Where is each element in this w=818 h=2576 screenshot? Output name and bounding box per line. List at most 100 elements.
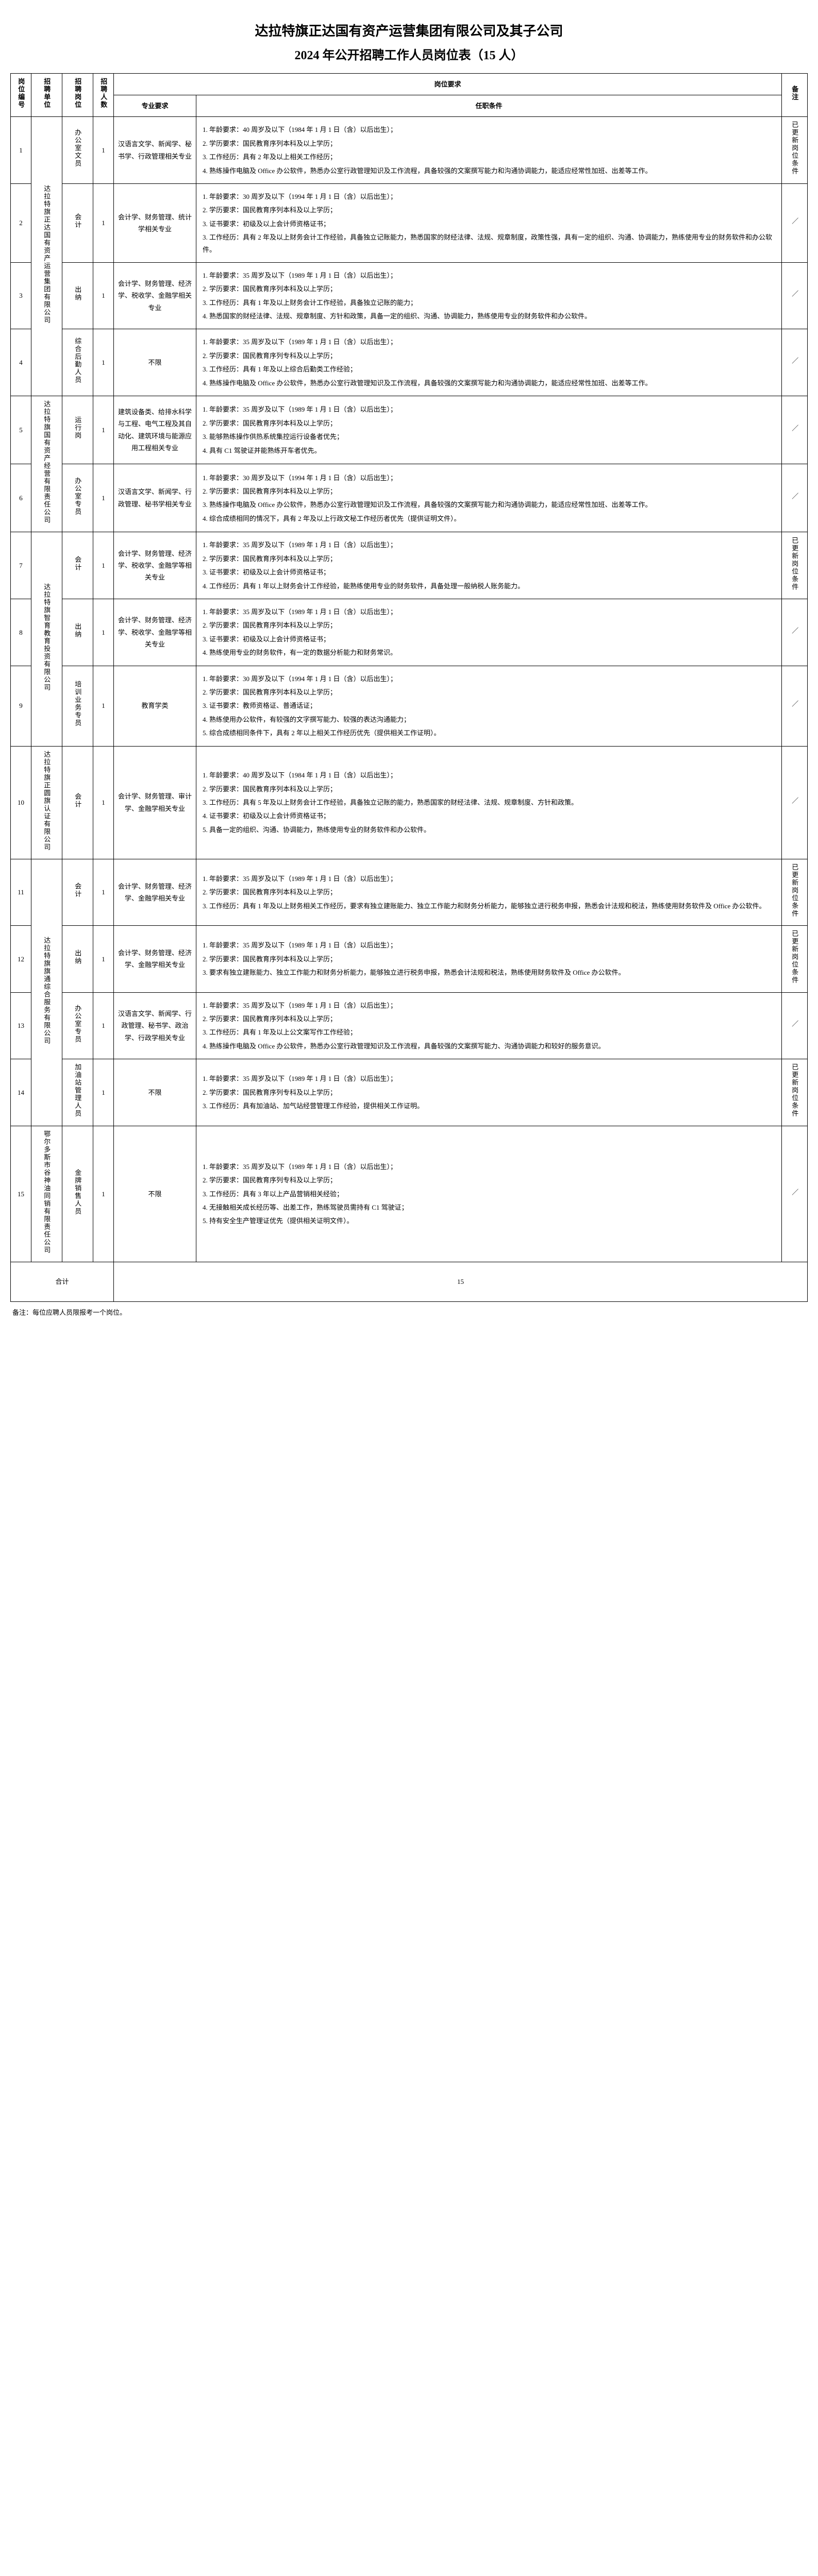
cell-note: ／	[782, 992, 808, 1059]
cell-post: 会计	[62, 746, 93, 859]
cell-num: 1	[93, 599, 114, 666]
table-row: 5达拉特旗国有资产经营有限责任公司运行岗1建筑设备类、给排水科学与工程、电气工程…	[11, 396, 808, 464]
cell-post: 会计	[62, 183, 93, 262]
cell-major: 汉语言文学、新闻学、行政管理、秘书学相关专业	[114, 464, 196, 532]
cell-idx: 11	[11, 859, 31, 925]
cell-post: 培训业务专员	[62, 666, 93, 746]
table-head: 岗位编号 招聘单位 招聘岗位 招聘人数 岗位要求 备注 专业要求 任职条件	[11, 74, 808, 117]
cell-post: 会计	[62, 532, 93, 599]
cell-post: 运行岗	[62, 396, 93, 464]
cell-note: ／	[782, 396, 808, 464]
cell-idx: 15	[11, 1126, 31, 1262]
cell-requirements: 1. 年龄要求：35 周岁及以下（1989 年 1 月 1 日（含）以后出生）；…	[196, 992, 782, 1059]
cell-idx: 2	[11, 183, 31, 262]
th-major: 专业要求	[114, 95, 196, 117]
th-idx: 岗位编号	[11, 74, 31, 117]
cell-requirements: 1. 年龄要求：30 周岁及以下（1994 年 1 月 1 日（含）以后出生）；…	[196, 666, 782, 746]
cell-note: 已更新岗位条件	[782, 1059, 808, 1126]
table-row: 7达拉特旗智育教育投资有限公司会计1会计学、财务管理、经济学、税收学、金融学等相…	[11, 532, 808, 599]
cell-requirements: 1. 年龄要求：35 周岁及以下（1989 年 1 月 1 日（含）以后出生）；…	[196, 329, 782, 396]
table-body: 1达拉特旗正达国有资产运营集团有限公司办公室文员1汉语言文学、新闻学、秘书学、行…	[11, 117, 808, 1262]
doc-subtitle: 2024 年公开招聘工作人员岗位表（15 人）	[10, 45, 808, 63]
document-container: 达拉特旗正达国有资产运营集团有限公司及其子公司 2024 年公开招聘工作人员岗位…	[10, 21, 808, 1317]
th-req: 任职条件	[196, 95, 782, 117]
cell-note: 已更新岗位条件	[782, 117, 808, 184]
cell-requirements: 1. 年龄要求：35 周岁及以下（1989 年 1 月 1 日（含）以后出生）；…	[196, 926, 782, 992]
cell-idx: 3	[11, 262, 31, 329]
cell-unit: 达拉特旗国有资产经营有限责任公司	[31, 396, 62, 532]
footnote: 备注：每位应聘人员限报考一个岗位。	[10, 1307, 808, 1317]
table-row: 11达拉特旗旗通综合服务有限公司会计1会计学、财务管理、经济学、金融学相关专业1…	[11, 859, 808, 925]
cell-requirements: 1. 年龄要求：30 周岁及以下（1994 年 1 月 1 日（含）以后出生）；…	[196, 183, 782, 262]
cell-idx: 6	[11, 464, 31, 532]
cell-post: 加油站管理人员	[62, 1059, 93, 1126]
cell-note: 已更新岗位条件	[782, 926, 808, 992]
cell-unit: 达拉特旗智育教育投资有限公司	[31, 532, 62, 746]
cell-idx: 9	[11, 666, 31, 746]
table-row: 4综合后勤人员1不限1. 年龄要求：35 周岁及以下（1989 年 1 月 1 …	[11, 329, 808, 396]
cell-idx: 1	[11, 117, 31, 184]
cell-idx: 5	[11, 396, 31, 464]
cell-requirements: 1. 年龄要求：35 周岁及以下（1989 年 1 月 1 日（含）以后出生）；…	[196, 262, 782, 329]
total-value: 15	[114, 1262, 808, 1302]
doc-title: 达拉特旗正达国有资产运营集团有限公司及其子公司	[10, 21, 808, 40]
cell-note: ／	[782, 746, 808, 859]
cell-post: 出纳	[62, 599, 93, 666]
cell-idx: 4	[11, 329, 31, 396]
th-note: 备注	[782, 74, 808, 117]
cell-unit: 达拉特旗正达国有资产运营集团有限公司	[31, 117, 62, 396]
cell-post: 办公室文员	[62, 117, 93, 184]
cell-requirements: 1. 年龄要求：35 周岁及以下（1989 年 1 月 1 日（含）以后出生）；…	[196, 1126, 782, 1262]
cell-note: 已更新岗位条件	[782, 532, 808, 599]
cell-idx: 7	[11, 532, 31, 599]
cell-major: 不限	[114, 1059, 196, 1126]
cell-note: ／	[782, 599, 808, 666]
cell-major: 教育学类	[114, 666, 196, 746]
total-label: 合计	[11, 1262, 114, 1302]
cell-major: 会计学、财务管理、统计学相关专业	[114, 183, 196, 262]
cell-requirements: 1. 年龄要求：35 周岁及以下（1989 年 1 月 1 日（含）以后出生）；…	[196, 599, 782, 666]
table-row: 12出纳1会计学、财务管理、经济学、金融学相关专业1. 年龄要求：35 周岁及以…	[11, 926, 808, 992]
table-row: 6办公室专员1汉语言文学、新闻学、行政管理、秘书学相关专业1. 年龄要求：30 …	[11, 464, 808, 532]
th-unit: 招聘单位	[31, 74, 62, 117]
th-group: 岗位要求	[114, 74, 782, 95]
cell-requirements: 1. 年龄要求：40 周岁及以下（1984 年 1 月 1 日（含）以后出生）；…	[196, 746, 782, 859]
table-row: 14加油站管理人员1不限1. 年龄要求：35 周岁及以下（1989 年 1 月 …	[11, 1059, 808, 1126]
cell-major: 会计学、财务管理、经济学、金融学相关专业	[114, 926, 196, 992]
cell-note: ／	[782, 183, 808, 262]
cell-num: 1	[93, 666, 114, 746]
cell-idx: 13	[11, 992, 31, 1059]
cell-post: 出纳	[62, 262, 93, 329]
cell-post: 办公室专员	[62, 464, 93, 532]
cell-num: 1	[93, 746, 114, 859]
cell-num: 1	[93, 329, 114, 396]
th-num: 招聘人数	[93, 74, 114, 117]
table-row: 3 出纳1会计学、财务管理、经济学、税收学、金融学相关专业1. 年龄要求：35 周…	[11, 262, 808, 329]
cell-idx: 12	[11, 926, 31, 992]
cell-note: ／	[782, 262, 808, 329]
cell-num: 1	[93, 532, 114, 599]
cell-post: 综合后勤人员	[62, 329, 93, 396]
cell-major: 会计学、财务管理、审计学、金融学相关专业	[114, 746, 196, 859]
table-row: 1达拉特旗正达国有资产运营集团有限公司办公室文员1汉语言文学、新闻学、秘书学、行…	[11, 117, 808, 184]
cell-num: 1	[93, 262, 114, 329]
cell-post: 办公室专员	[62, 992, 93, 1059]
cell-major: 建筑设备类、给排水科学与工程、电气工程及其自动化、建筑环境与能源应用工程相关专业	[114, 396, 196, 464]
cell-post: 会计	[62, 859, 93, 925]
cell-num: 1	[93, 117, 114, 184]
cell-requirements: 1. 年龄要求：35 周岁及以下（1989 年 1 月 1 日（含）以后出生）；…	[196, 396, 782, 464]
cell-major: 会计学、财务管理、经济学、税收学、金融学等相关专业	[114, 599, 196, 666]
cell-major: 会计学、财务管理、经济学、金融学相关专业	[114, 859, 196, 925]
cell-requirements: 1. 年龄要求：35 周岁及以下（1989 年 1 月 1 日（含）以后出生）；…	[196, 532, 782, 599]
table-row: 9 培训业务专员1教育学类1. 年龄要求：30 周岁及以下（1994 年 1 月 …	[11, 666, 808, 746]
table-foot: 合计 15	[11, 1262, 808, 1302]
cell-major: 会计学、财务管理、经济学、税收学、金融学相关专业	[114, 262, 196, 329]
positions-table: 岗位编号 招聘单位 招聘岗位 招聘人数 岗位要求 备注 专业要求 任职条件 1达…	[10, 73, 808, 1302]
cell-num: 1	[93, 1126, 114, 1262]
cell-num: 1	[93, 183, 114, 262]
cell-note: ／	[782, 464, 808, 532]
cell-num: 1	[93, 464, 114, 532]
cell-major: 汉语言文学、新闻学、秘书学、行政管理相关专业	[114, 117, 196, 184]
cell-unit: 鄂尔多斯市谷神油同销有限责任公司	[31, 1126, 62, 1262]
cell-unit: 达拉特旗正圆旗认证有限公司	[31, 746, 62, 859]
